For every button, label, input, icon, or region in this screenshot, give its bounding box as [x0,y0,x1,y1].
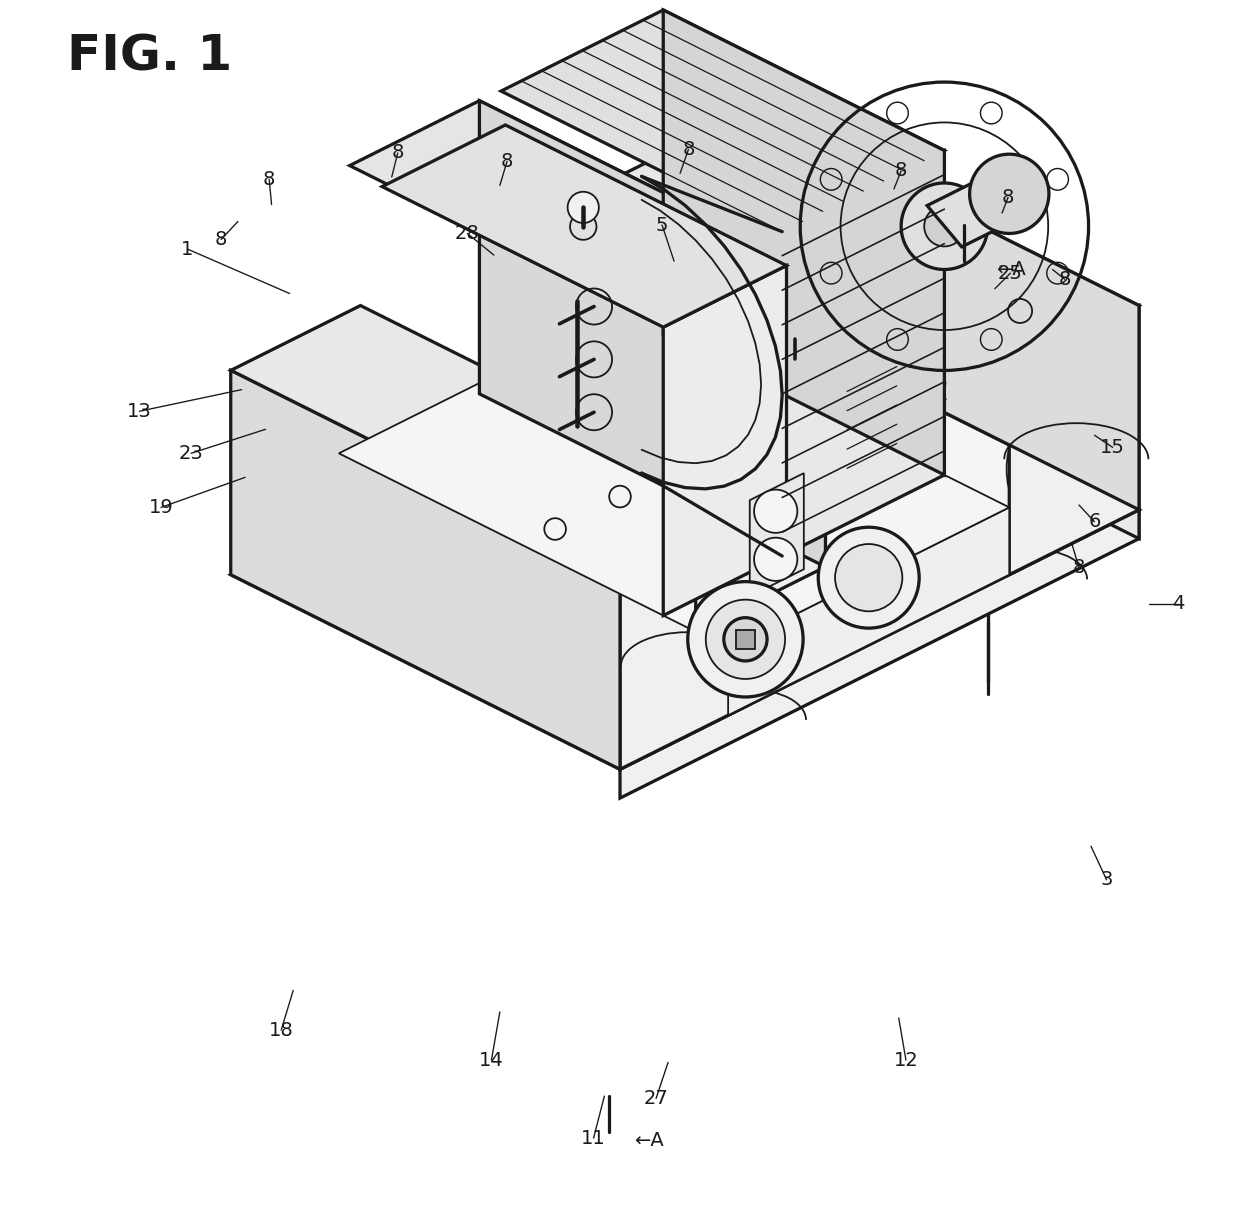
Polygon shape [501,10,945,232]
Text: 5: 5 [656,216,668,234]
Text: 1: 1 [181,239,193,258]
Text: 11: 11 [582,1129,606,1148]
Text: 23: 23 [179,444,203,462]
Polygon shape [620,500,750,769]
Polygon shape [928,173,1027,247]
Polygon shape [663,266,786,616]
Text: 27: 27 [644,1089,668,1108]
Text: ←A: ←A [996,260,1025,279]
Text: 6: 6 [1089,512,1101,531]
Polygon shape [745,308,897,455]
Polygon shape [620,111,1140,371]
Text: 8: 8 [263,170,275,188]
Text: 3: 3 [1100,870,1112,890]
Text: 19: 19 [149,497,174,517]
Polygon shape [847,384,897,480]
Polygon shape [480,100,826,567]
Text: 8: 8 [1059,269,1070,288]
Circle shape [754,537,797,581]
Circle shape [688,582,804,696]
Polygon shape [750,473,804,596]
Text: 14: 14 [479,1050,503,1069]
Text: 8: 8 [215,231,227,249]
Polygon shape [339,313,1009,648]
Text: 8: 8 [895,162,908,181]
Text: 13: 13 [126,402,151,421]
Circle shape [818,527,919,628]
Polygon shape [750,111,1140,509]
Polygon shape [231,305,750,565]
Polygon shape [1009,305,1140,575]
Polygon shape [231,315,1140,769]
Polygon shape [231,371,620,769]
Circle shape [970,154,1049,233]
Text: 18: 18 [269,1020,294,1039]
Circle shape [724,618,768,661]
Circle shape [835,544,903,611]
Polygon shape [696,308,897,408]
Polygon shape [382,126,786,327]
Polygon shape [782,151,945,556]
Polygon shape [696,274,826,631]
Text: FIG. 1: FIG. 1 [67,33,233,81]
Circle shape [568,192,599,223]
Text: 8: 8 [1002,188,1014,206]
Polygon shape [728,507,1009,716]
Circle shape [924,206,965,246]
Text: 8: 8 [682,140,694,159]
Polygon shape [735,630,755,649]
Polygon shape [750,315,1140,538]
Text: 28: 28 [455,225,480,243]
Text: 12: 12 [894,1050,919,1069]
Text: ←A: ←A [635,1131,665,1150]
Circle shape [706,600,785,680]
Text: 4: 4 [1173,594,1185,613]
Circle shape [754,490,797,532]
Polygon shape [620,509,1140,798]
Polygon shape [350,100,826,339]
Text: 8: 8 [392,144,404,163]
Circle shape [901,183,987,269]
Text: 8: 8 [501,152,513,171]
Text: 25: 25 [998,263,1023,282]
Polygon shape [663,10,945,474]
Text: 8: 8 [1073,558,1085,577]
Text: 15: 15 [1100,438,1125,456]
